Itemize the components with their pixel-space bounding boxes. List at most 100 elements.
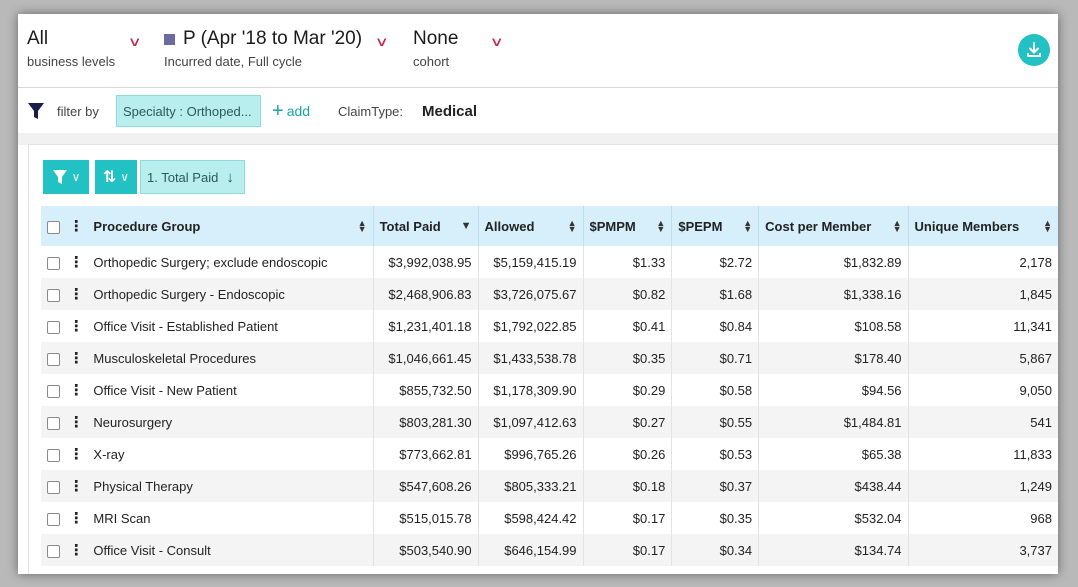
- row-menu-icon[interactable]: ⋮: [68, 509, 84, 527]
- sort-icon: ▲ ▼: [357, 218, 367, 234]
- download-button[interactable]: [1018, 34, 1050, 66]
- procedure-group-cell: MRI Scan: [87, 502, 374, 534]
- col-allowed[interactable]: Allowed ▲ ▼: [478, 206, 584, 246]
- row-checkbox[interactable]: [41, 534, 65, 566]
- header-menu-icon[interactable]: ⋮: [68, 217, 84, 235]
- row-checkbox[interactable]: [41, 502, 65, 534]
- procedure-group-cell: Office Visit - Consult: [87, 534, 374, 566]
- row-menu-icon[interactable]: ⋮: [68, 253, 84, 271]
- total-paid-cell: $547,608.26: [373, 470, 479, 502]
- allowed-cell: $5,159,415.19: [478, 246, 584, 278]
- claim-type-value[interactable]: Medical: [422, 102, 478, 120]
- total-paid-cell: $803,281.30: [373, 406, 479, 438]
- pmpm-cell: $0.26: [583, 438, 673, 470]
- allowed-cell: $996,765.26: [478, 438, 584, 470]
- cohort-selector[interactable]: None cohort: [413, 28, 458, 69]
- procedure-group-cell: Physical Therapy: [87, 470, 374, 502]
- col-cost-per-member[interactable]: Cost per Member ▲ ▼: [758, 206, 909, 246]
- table-row[interactable]: ⋮ Office Visit - New Patient $855,732.50 $1…: [41, 374, 1058, 406]
- specialty-filter-chip[interactable]: Specialty : Orthoped...: [116, 95, 261, 127]
- pepm-cell: $1.68: [671, 278, 760, 310]
- filter-icon[interactable]: [27, 89, 45, 133]
- allowed-cell: $1,097,412.63: [478, 406, 584, 438]
- total-paid-cell: $503,540.90: [373, 534, 479, 566]
- row-menu-icon[interactable]: ⋮: [68, 541, 84, 559]
- header-bar: All business levels ∨ P (Apr '18 to Mar …: [18, 14, 1058, 88]
- cost-per-member-cell: $1,484.81: [758, 406, 909, 438]
- pepm-cell: $0.35: [671, 502, 760, 534]
- row-menu-icon[interactable]: ⋮: [68, 317, 84, 335]
- table-row[interactable]: ⋮ Orthopedic Surgery - Endoscopic $2,468,9…: [41, 278, 1058, 310]
- row-checkbox[interactable]: [41, 438, 65, 470]
- sort-icon: ▲ ▼: [1043, 218, 1052, 234]
- pepm-cell: $0.34: [671, 534, 760, 566]
- chevron-down-icon[interactable]: ∨: [127, 34, 142, 49]
- col-total-paid[interactable]: Total Paid ▼: [373, 206, 479, 246]
- funnel-icon: [52, 170, 67, 184]
- table-row[interactable]: ⋮ Office Visit - Consult $503,540.90 $646,1…: [41, 534, 1058, 566]
- sort-chip[interactable]: 1. Total Paid ↓: [140, 160, 245, 194]
- pmpm-cell: $1.33: [583, 246, 673, 278]
- table-header-row: ⋮ Procedure Group ▲ ▼ Total Paid ▼ Allowed ▲…: [41, 206, 1058, 246]
- unique-members-cell: 3,737: [908, 534, 1058, 566]
- procedure-table: ⋮ Procedure Group ▲ ▼ Total Paid ▼ Allowed ▲…: [41, 206, 1058, 566]
- period-selector[interactable]: P (Apr '18 to Mar '20) Incurred date, Fu…: [164, 28, 362, 69]
- col-unique-members[interactable]: Unique Members ▲ ▼: [908, 206, 1058, 246]
- sort-chip-label: 1. Total Paid: [147, 169, 219, 185]
- row-checkbox[interactable]: [41, 374, 65, 406]
- col-procedure-group[interactable]: Procedure Group ▲ ▼: [87, 206, 374, 246]
- table-row[interactable]: ⋮ Neurosurgery $803,281.30 $1,097,412.63 $0.…: [41, 406, 1058, 438]
- pmpm-cell: $0.41: [583, 310, 673, 342]
- procedure-group-cell: X-ray: [87, 438, 374, 470]
- total-paid-cell: $3,992,038.95: [373, 246, 479, 278]
- add-filter-button[interactable]: + add: [272, 89, 310, 133]
- business-level-label: business levels: [27, 54, 116, 69]
- table-row[interactable]: ⋮ Orthopedic Surgery; exclude endoscopic $…: [41, 246, 1058, 278]
- row-menu-icon[interactable]: ⋮: [68, 413, 84, 431]
- row-menu-icon[interactable]: ⋮: [68, 349, 84, 367]
- row-checkbox[interactable]: [41, 246, 65, 278]
- sort-desc-icon: ▼: [460, 220, 472, 232]
- row-checkbox[interactable]: [41, 310, 65, 342]
- pepm-cell: $0.53: [671, 438, 760, 470]
- pmpm-cell: $0.27: [583, 406, 673, 438]
- row-checkbox[interactable]: [41, 406, 65, 438]
- unique-members-cell: 11,833: [908, 438, 1058, 470]
- business-level-value: All: [27, 28, 49, 49]
- row-menu-icon[interactable]: ⋮: [68, 445, 84, 463]
- select-all-checkbox[interactable]: [41, 206, 65, 246]
- allowed-cell: $1,792,022.85: [478, 310, 584, 342]
- table-row[interactable]: ⋮ MRI Scan $515,015.78 $598,424.42 $0.17 $0.3…: [41, 502, 1058, 534]
- pepm-cell: $0.55: [671, 406, 760, 438]
- table-row[interactable]: ⋮ Office Visit - Established Patient $1,23…: [41, 310, 1058, 342]
- allowed-cell: $646,154.99: [478, 534, 584, 566]
- business-level-selector[interactable]: All business levels: [27, 28, 115, 69]
- period-color-swatch: [164, 33, 175, 45]
- row-menu-icon[interactable]: ⋮: [68, 381, 84, 399]
- row-menu-icon[interactable]: ⋮: [68, 285, 84, 303]
- unique-members-cell: 968: [908, 502, 1058, 534]
- chevron-down-icon[interactable]: ∨: [489, 34, 504, 49]
- table-filter-button[interactable]: ∨: [43, 160, 89, 194]
- sort-button[interactable]: ⇅ ∨: [95, 160, 137, 194]
- total-paid-cell: $2,468,906.83: [373, 278, 479, 310]
- cost-per-member-cell: $178.40: [758, 342, 909, 374]
- table-row[interactable]: ⋮ Physical Therapy $547,608.26 $805,333.21 $…: [41, 470, 1058, 502]
- chevron-down-icon[interactable]: ∨: [374, 34, 389, 49]
- allowed-cell: $3,726,075.67: [478, 278, 584, 310]
- pmpm-cell: $0.35: [583, 342, 673, 374]
- cost-per-member-cell: $1,832.89: [758, 246, 909, 278]
- col-pmpm[interactable]: $PMPM ▲ ▼: [583, 206, 673, 246]
- cost-per-member-cell: $65.38: [758, 438, 909, 470]
- row-checkbox[interactable]: [41, 342, 65, 374]
- sort-icon: ▲ ▼: [656, 218, 666, 234]
- row-menu-icon[interactable]: ⋮: [68, 477, 84, 495]
- table-row[interactable]: ⋮ X-ray $773,662.81 $996,765.26 $0.26 $0.53 $6…: [41, 438, 1058, 470]
- row-checkbox[interactable]: [41, 278, 65, 310]
- table-row[interactable]: ⋮ Musculoskeletal Procedures $1,046,661.45…: [41, 342, 1058, 374]
- total-paid-cell: $1,231,401.18: [373, 310, 479, 342]
- col-pepm[interactable]: $PEPM ▲ ▼: [671, 206, 760, 246]
- procedure-group-cell: Office Visit - Established Patient: [87, 310, 374, 342]
- row-checkbox[interactable]: [41, 470, 65, 502]
- add-filter-label: add: [286, 103, 311, 119]
